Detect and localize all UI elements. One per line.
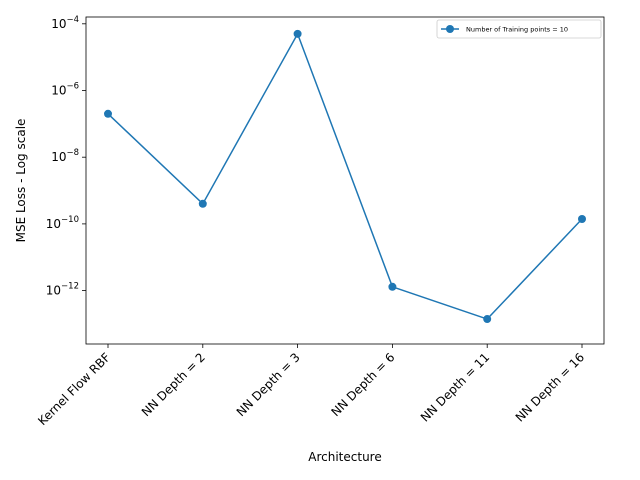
x-tick-label: NN Depth = 16 [513,350,587,424]
y-tick-label: 10−10 [46,215,79,231]
data-point [578,215,586,224]
y-tick-label: 10−12 [46,282,79,298]
series-line [107,32,583,320]
y-axis-label: MSE Loss - Log scale [14,119,28,243]
data-point [483,315,492,324]
y-axis: 10−12 10−10 10−8 10−6 10−4 [46,15,86,298]
data-point [293,29,302,38]
legend-entry: Number of Training points = 10 [466,26,568,34]
data-point [198,199,207,208]
y-tick-label: 10−4 [51,15,79,31]
data-point [388,282,397,291]
data-point [104,109,112,118]
x-tick-label: NN Depth = 3 [234,350,303,419]
x-axis-label: Architecture [308,450,381,464]
x-axis: Kernel Flow RBF NN Depth = 2 NN Depth = 3 N… [35,344,587,428]
y-tick-label: 10−6 [51,81,79,97]
series-layer [104,29,586,324]
legend-marker [446,25,454,33]
x-tick-label: Kernel Flow RBF [35,350,113,428]
x-tick-label: NN Depth = 6 [328,350,397,419]
plot-area [85,16,605,345]
x-tick-label: NN Depth = 2 [139,350,208,419]
legend-box [436,19,602,39]
y-tick-label: 10−8 [51,148,79,164]
x-tick-label: NN Depth = 11 [418,350,492,424]
legend: Number of Training points = 10 [436,19,602,39]
